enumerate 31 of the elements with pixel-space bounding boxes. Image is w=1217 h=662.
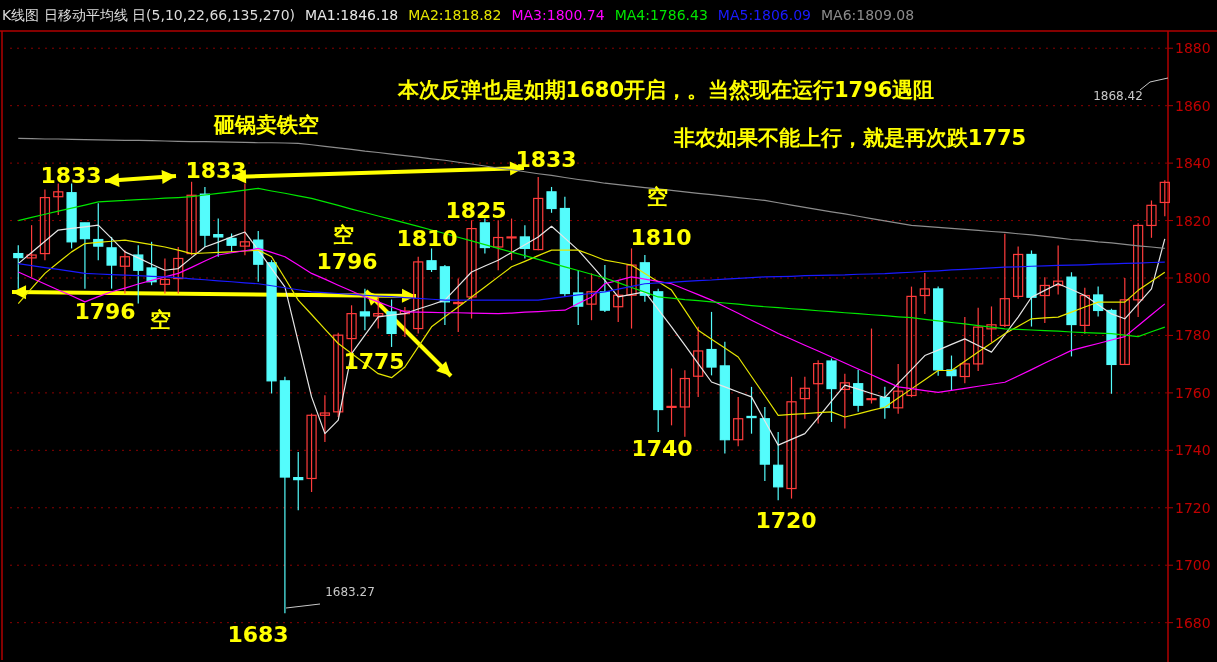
y-tick-label: 1880	[1175, 40, 1211, 57]
annotation: 1683.27	[325, 585, 375, 599]
annotation: 1810	[396, 225, 458, 251]
y-tick-label: 1740	[1175, 442, 1211, 459]
annotation: 1796	[316, 248, 378, 274]
y-tick-label: 1760	[1175, 384, 1211, 401]
annotation: 空	[149, 308, 171, 332]
annotation: 1810	[630, 224, 692, 250]
y-tick-label: 1840	[1175, 155, 1211, 172]
annotation: 非农如果不能上行，就是再次跌1775	[672, 126, 1027, 150]
annotation: 1796	[74, 298, 136, 324]
y-tick-label: 1720	[1175, 499, 1211, 516]
annotation: 1740	[631, 435, 693, 461]
annotation: 1825	[445, 197, 507, 223]
annotation: 空	[332, 223, 354, 247]
legend: MA1:1846.18 MA2:1818.82 MA3:1800.74 MA4:1786.43 MA5:1806.09 MA6:1809.08	[305, 7, 915, 23]
y-tick-label: 1820	[1175, 212, 1211, 229]
y-tick-label: 1680	[1175, 614, 1211, 631]
annotation: 1683	[227, 621, 289, 647]
y-tick-label: 1800	[1175, 270, 1211, 286]
annotation: 1720	[755, 507, 817, 533]
annotation: 1868.42	[1093, 89, 1143, 103]
title: K线图 日移动平均线 日(5,10,22,66,135,270)	[2, 7, 296, 23]
annotation: 本次反弹也是如期1680开启，。当然现在运行1796遇阻	[396, 78, 935, 102]
annotation: 空	[646, 185, 668, 209]
annotation: 砸锅卖铁空	[212, 113, 319, 137]
annotation: 1833	[515, 146, 577, 172]
y-tick-label: 1860	[1175, 97, 1211, 114]
annotation: 1833	[40, 162, 102, 188]
y-tick-label: 1700	[1175, 557, 1211, 574]
y-tick-label: 1780	[1175, 327, 1211, 344]
